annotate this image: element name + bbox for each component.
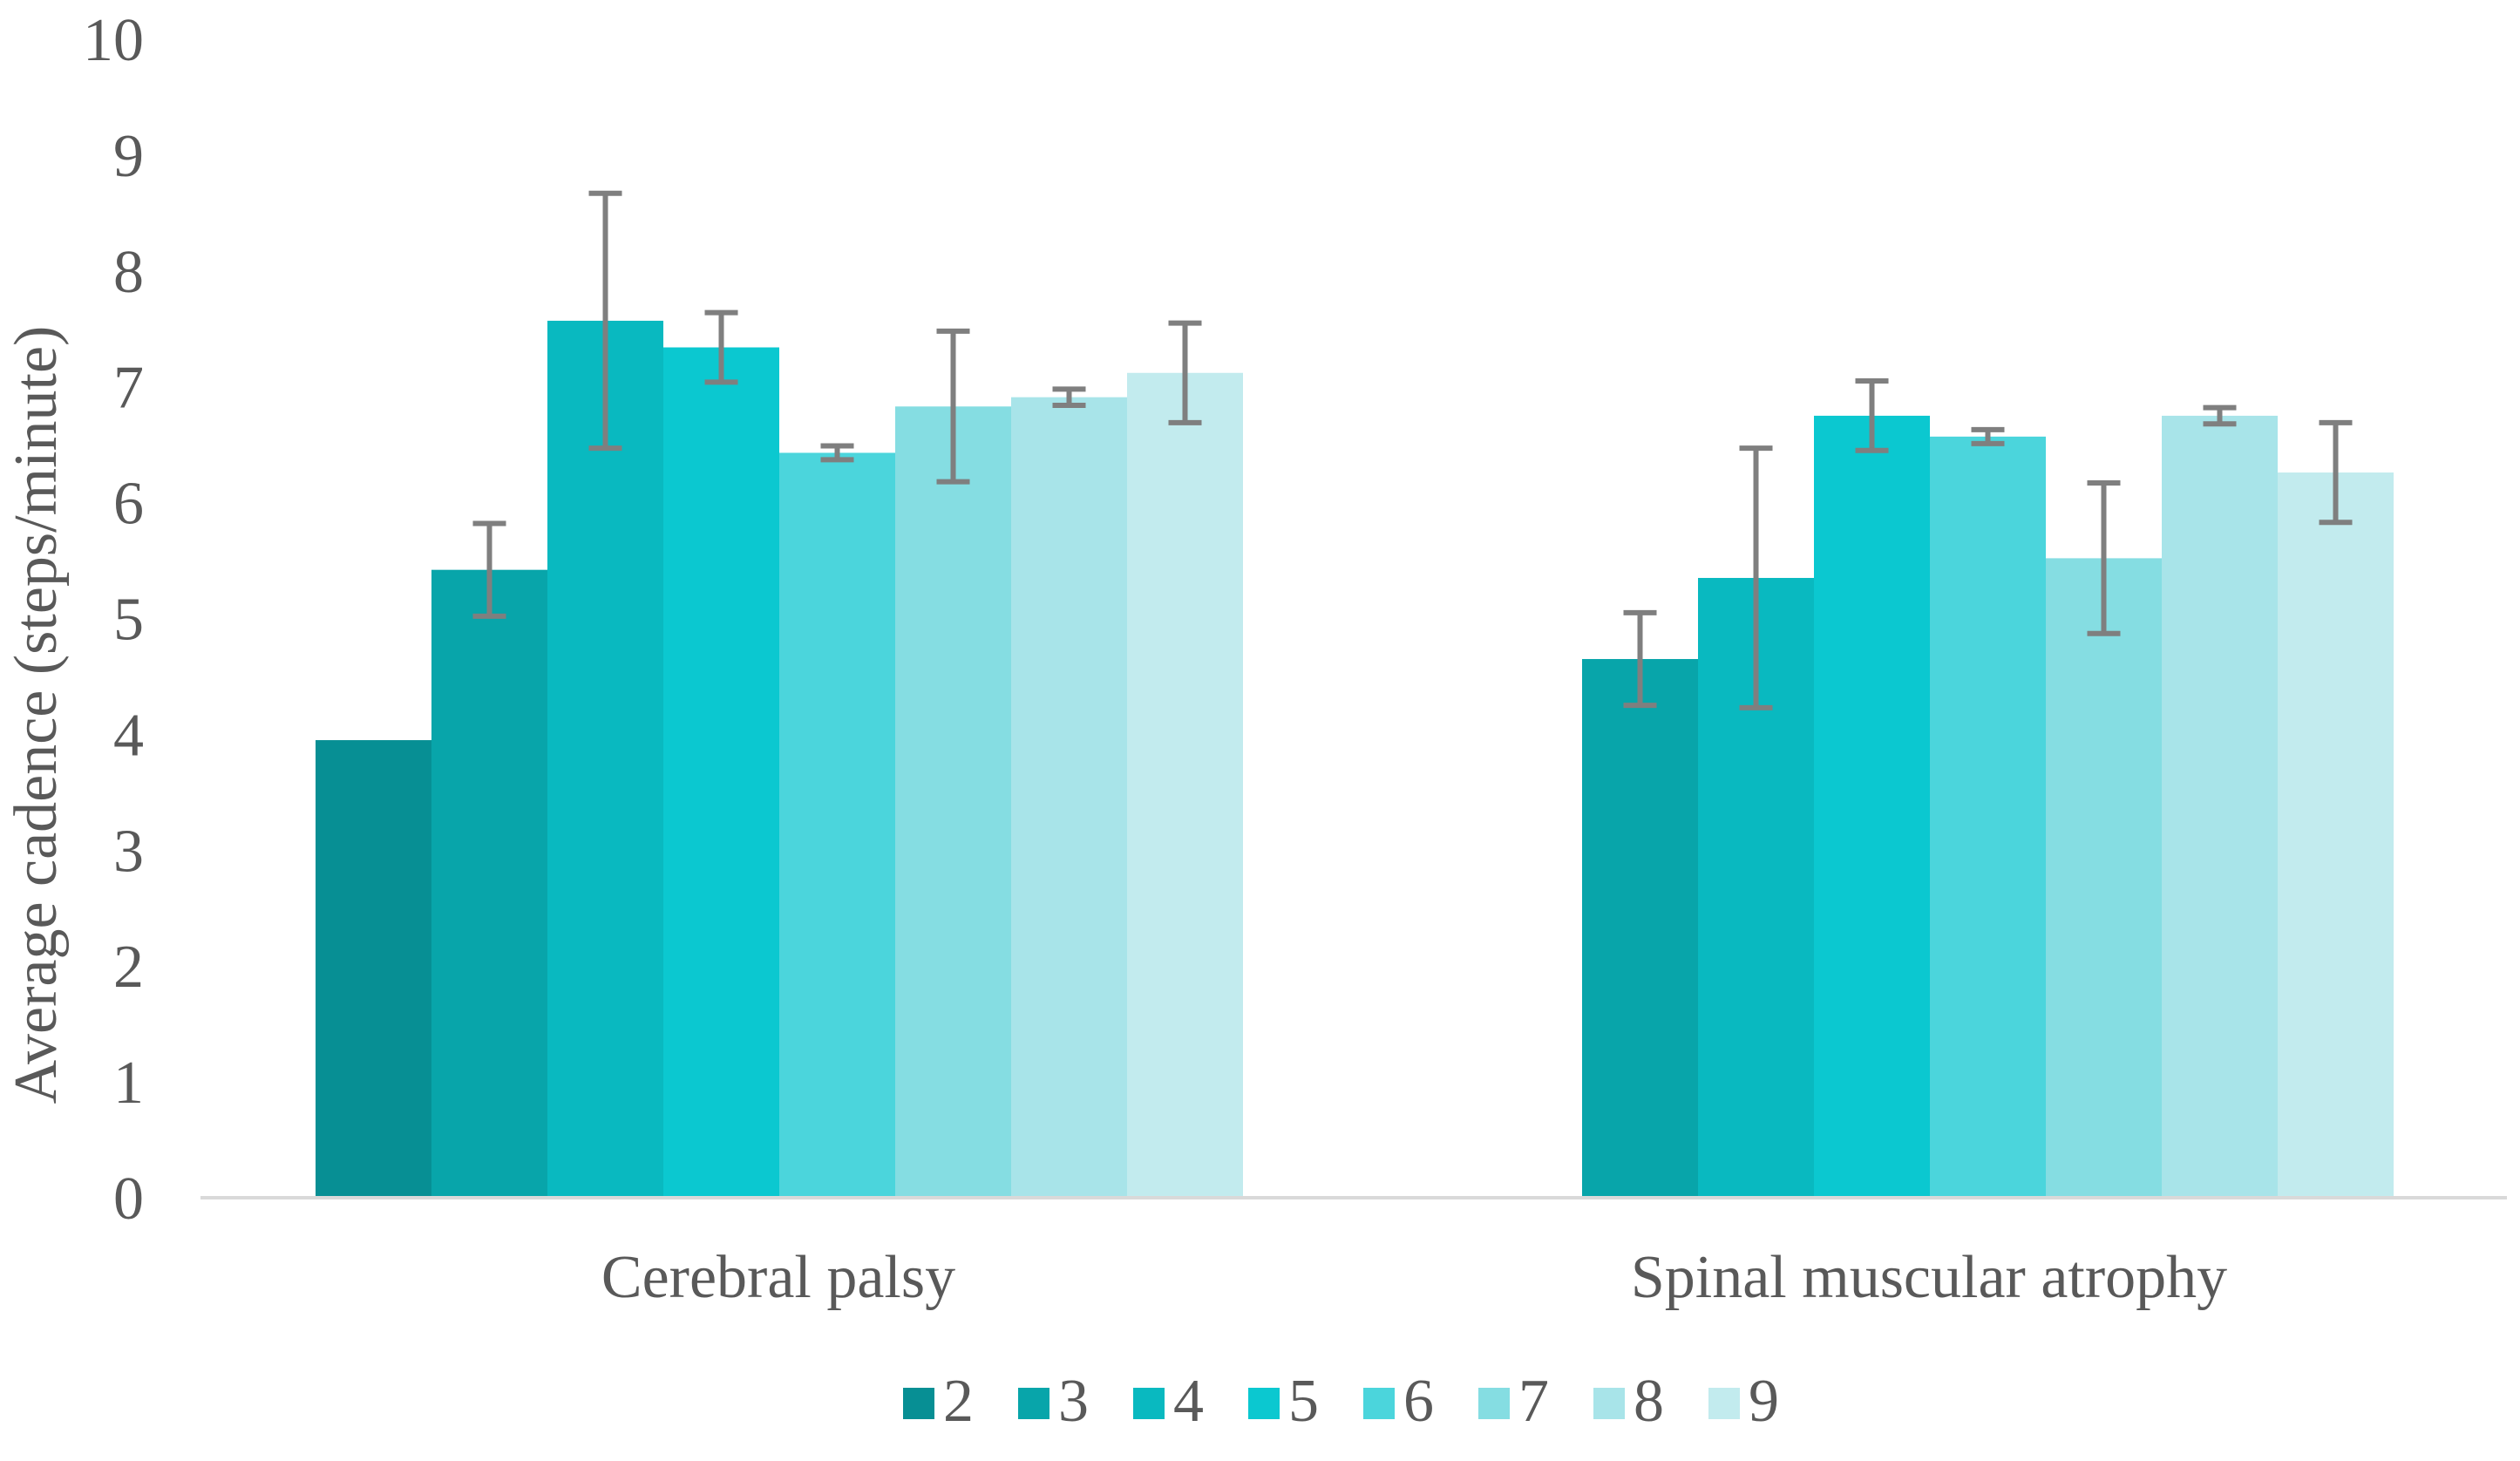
legend-label: 8 [1634, 1368, 1664, 1435]
y-tick-label: 3 [113, 818, 144, 885]
legend-label: 2 [943, 1368, 974, 1435]
error-bar [1168, 320, 1202, 425]
legend-swatch [1018, 1388, 1049, 1419]
legend-item-9: 9 [1708, 1368, 1779, 1435]
bar-cerebral-palsy-series-3 [431, 569, 547, 1198]
y-tick-label: 6 [113, 471, 144, 538]
y-tick-label: 9 [113, 123, 144, 190]
error-bar [820, 443, 854, 463]
error-bar [1623, 609, 1657, 709]
legend-item-8: 8 [1593, 1368, 1664, 1435]
legend-item-5: 5 [1248, 1368, 1319, 1435]
error-bar [1971, 426, 2005, 446]
bar-spinal-muscular-atrophy-series-6 [2046, 558, 2162, 1198]
bar-spinal-muscular-atrophy-series-5 [1930, 436, 2046, 1198]
bar-spinal-muscular-atrophy-series-4 [1814, 415, 1930, 1198]
bar-cerebral-palsy-series-4 [547, 320, 663, 1198]
y-tick-label: 10 [83, 7, 144, 74]
error-bar [704, 309, 738, 385]
bar-cerebral-palsy-series-9 [1127, 372, 1243, 1198]
error-bar [2319, 419, 2353, 526]
legend: 2 3 4 5 6 7 8 9 [903, 1368, 1779, 1435]
error-bar [1855, 378, 1889, 453]
legend-item-2: 2 [903, 1368, 974, 1435]
y-tick-label: 1 [113, 1050, 144, 1117]
bar-cerebral-palsy-series-6 [779, 452, 895, 1198]
legend-label: 7 [1518, 1368, 1549, 1435]
legend-label: 5 [1288, 1368, 1319, 1435]
error-bar [1052, 386, 1086, 408]
error-bar [2087, 480, 2121, 636]
bars [316, 320, 2394, 1199]
bar-cerebral-palsy-series-8 [1011, 397, 1127, 1198]
y-axis-ticks: 0 1 2 3 4 5 6 7 8 9 10 [83, 7, 144, 1233]
legend-label: 6 [1403, 1368, 1434, 1435]
error-bar [2203, 404, 2237, 427]
y-tick-label: 0 [113, 1165, 144, 1233]
y-tick-label: 4 [113, 702, 144, 769]
error-bar [472, 520, 506, 619]
bar-cerebral-palsy-series-7 [895, 406, 1011, 1199]
legend-item-4: 4 [1133, 1368, 1204, 1435]
legend-label: 4 [1173, 1368, 1204, 1435]
category-label: Cerebral palsy [601, 1244, 955, 1311]
bar-spinal-muscular-atrophy-series-8 [2278, 472, 2394, 1198]
bar-cerebral-palsy-series-2 [316, 740, 431, 1198]
y-tick-label: 5 [113, 587, 144, 654]
legend-label: 3 [1058, 1368, 1089, 1435]
legend-swatch [1478, 1388, 1510, 1419]
y-axis-label: Average cadence (steps/minute) [3, 326, 70, 1104]
legend-swatch [1708, 1388, 1740, 1419]
error-bars [472, 190, 2353, 710]
y-tick-label: 2 [113, 934, 144, 1001]
y-tick-label: 7 [113, 355, 144, 422]
legend-swatch [1363, 1388, 1395, 1419]
bar-spinal-muscular-atrophy-series-2 [1582, 659, 1698, 1198]
error-bar [1739, 445, 1773, 710]
legend-swatch [1593, 1388, 1625, 1419]
error-bar [588, 190, 622, 452]
bar-cerebral-palsy-series-5 [663, 347, 779, 1198]
y-tick-label: 8 [113, 239, 144, 306]
legend-swatch [1133, 1388, 1165, 1419]
legend-item-3: 3 [1018, 1368, 1089, 1435]
category-label: Spinal muscular atrophy [1631, 1244, 2227, 1311]
category-labels: Cerebral palsy Spinal muscular atrophy [601, 1244, 2227, 1311]
legend-swatch [903, 1388, 934, 1419]
legend-item-7: 7 [1478, 1368, 1549, 1435]
legend-item-6: 6 [1363, 1368, 1434, 1435]
error-bar [936, 328, 970, 485]
legend-swatch [1248, 1388, 1280, 1419]
legend-label: 9 [1749, 1368, 1779, 1435]
bar-spinal-muscular-atrophy-series-7 [2162, 415, 2278, 1198]
